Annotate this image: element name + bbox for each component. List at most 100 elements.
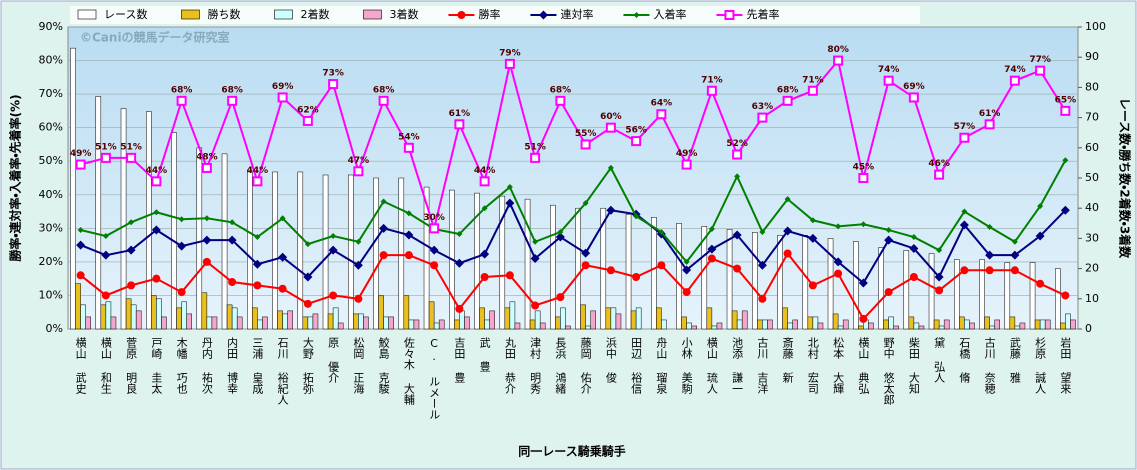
point: [707, 244, 717, 254]
bar: [327, 313, 334, 330]
point: [555, 232, 565, 242]
point: [935, 286, 944, 295]
y2-axis-label: レース数・勝ち数・2着数・3着数: [1118, 98, 1133, 259]
bar: [297, 171, 304, 330]
bar: [423, 186, 430, 330]
x-tick-label: 横山 武史: [74, 336, 87, 395]
point: [808, 281, 817, 290]
point: [354, 294, 363, 303]
bar: [711, 325, 718, 330]
y-tick-label: 80%: [39, 54, 63, 67]
point: [682, 265, 692, 275]
point: [229, 219, 236, 226]
bar: [943, 319, 950, 330]
bar: [135, 310, 142, 330]
bar: [413, 319, 420, 330]
bar: [489, 310, 495, 330]
bar: [938, 325, 945, 330]
bar: [322, 174, 329, 330]
point: [607, 164, 614, 171]
point: [833, 55, 844, 66]
point: [631, 136, 642, 147]
x-tick-label: 田辺 裕信: [630, 337, 643, 395]
value-label: 49%: [676, 149, 698, 159]
bar: [792, 319, 798, 330]
point: [77, 227, 84, 234]
point: [380, 198, 387, 205]
point: [303, 272, 313, 282]
bar: [171, 132, 177, 330]
point: [506, 184, 513, 191]
bar: [706, 307, 713, 330]
point: [277, 92, 288, 103]
point: [757, 260, 767, 270]
legend-label: 連対率: [560, 7, 593, 21]
bar: [807, 316, 814, 330]
bar: [580, 304, 586, 330]
x-tick-label: 小林 美駒: [680, 337, 693, 395]
bar: [1055, 268, 1061, 330]
bar: [206, 316, 213, 330]
bar: [459, 310, 465, 330]
legend-label: 勝率: [478, 7, 500, 21]
bar: [534, 310, 541, 330]
point: [808, 233, 818, 243]
bar: [630, 310, 637, 330]
point: [835, 223, 842, 230]
point: [961, 208, 968, 215]
bar: [994, 319, 1000, 330]
bar: [499, 195, 506, 330]
point: [784, 196, 791, 203]
value-label: 74%: [878, 65, 900, 75]
value-label: 60%: [600, 112, 622, 122]
legend-marker: [538, 10, 548, 20]
bar: [509, 301, 516, 330]
x-tick-label: 古川 吉洋: [756, 337, 769, 394]
bar: [236, 316, 243, 330]
point: [809, 217, 816, 224]
point: [177, 288, 186, 297]
y2-tick-label: 90: [1085, 50, 1099, 63]
x-tick-label: 三浦 皇成: [251, 337, 264, 395]
bar: [474, 192, 480, 330]
point: [353, 166, 364, 177]
point: [759, 229, 766, 236]
value-label: 71%: [701, 75, 723, 85]
bar: [868, 322, 874, 330]
point: [883, 75, 894, 86]
x-tick-label: 丸田 恭介: [503, 337, 516, 394]
point: [532, 238, 539, 245]
series-line: [80, 251, 1066, 321]
point: [254, 234, 261, 241]
x-tick-label: 浜中 俊: [604, 337, 617, 384]
bar: [438, 319, 445, 330]
point: [1010, 266, 1019, 275]
bar: [120, 108, 127, 330]
bar: [398, 177, 405, 330]
point: [555, 95, 566, 106]
x-tick-label: 杉原 誠人: [1034, 336, 1047, 394]
point: [734, 173, 741, 180]
value-label: 68%: [550, 85, 572, 95]
y2-tick-label: 30: [1085, 231, 1099, 244]
bar: [918, 325, 925, 330]
bar: [1009, 316, 1016, 330]
bar: [903, 250, 910, 330]
bar: [736, 319, 743, 330]
y-tick-label: 60%: [39, 121, 63, 134]
point: [303, 299, 312, 308]
bar: [1034, 319, 1041, 330]
value-label: 57%: [954, 122, 976, 132]
point: [708, 226, 715, 233]
point: [934, 169, 945, 180]
x-tick-label: 藤岡 佑介: [579, 337, 592, 394]
y2-tick-label: 0: [1085, 322, 1092, 335]
bar: [858, 325, 864, 330]
x-tick-label: 横山 和生: [99, 336, 112, 394]
x-tick-label: 長浜 鴻緒: [554, 337, 567, 395]
point: [1010, 250, 1020, 260]
bar: [247, 171, 253, 330]
legend-swatch: [77, 9, 97, 20]
point: [430, 261, 439, 270]
point: [733, 264, 742, 273]
